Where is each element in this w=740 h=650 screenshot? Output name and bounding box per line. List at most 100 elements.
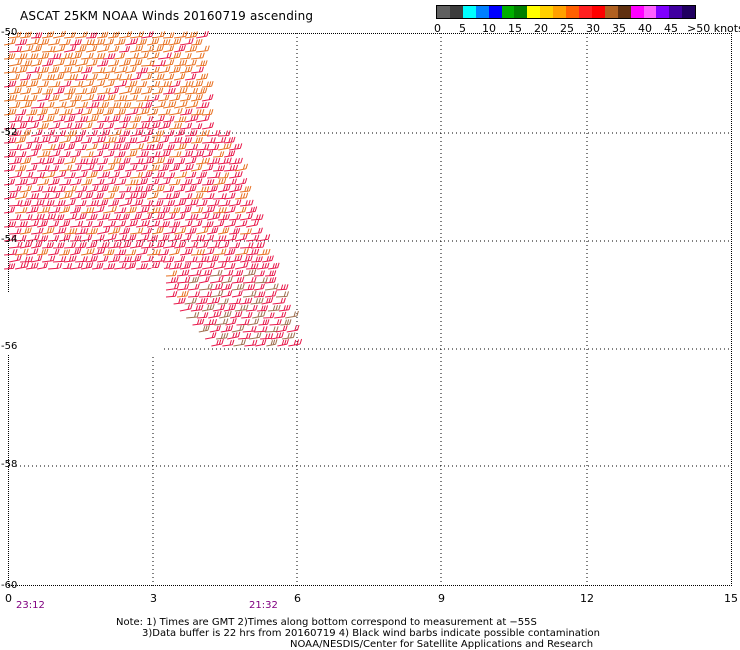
wind-barb (240, 199, 254, 207)
wind-barb (20, 142, 33, 151)
wind-barb (15, 65, 28, 74)
wind-barb (213, 235, 227, 242)
wind-barb (136, 107, 150, 116)
wind-barb (114, 249, 127, 256)
wind-barb (185, 198, 199, 207)
wind-barb (15, 178, 28, 186)
wind-barb (223, 304, 237, 312)
wind-barb (247, 318, 260, 326)
longitude-label: 15 (724, 592, 738, 605)
longitude-label: 6 (294, 592, 301, 605)
wind-barb (158, 206, 171, 214)
wind-barb (130, 185, 144, 193)
wind-barb (163, 212, 176, 221)
wind-barb (59, 66, 73, 74)
wind-barb (141, 185, 153, 193)
wind-barb (158, 164, 170, 172)
wind-barb (218, 130, 231, 137)
wind-barb (92, 136, 106, 144)
wind-barb (20, 60, 33, 67)
wind-barb (207, 144, 220, 151)
wind-barb (220, 325, 234, 333)
wind-barb (218, 227, 230, 235)
wind-barb (136, 247, 149, 256)
wind-barb (235, 233, 248, 242)
wind-barb (202, 193, 215, 200)
wind-barb (81, 52, 94, 60)
legend-color-segment (527, 6, 541, 18)
wind-barb (20, 240, 33, 249)
wind-barb (103, 53, 116, 60)
wind-barb (152, 255, 166, 263)
wind-barb (147, 220, 161, 228)
wind-barb (130, 227, 144, 235)
wind-barb (152, 200, 164, 207)
wind-barb (70, 122, 83, 130)
wind-barb (253, 270, 265, 277)
wind-barb (191, 80, 204, 88)
wind-barb (136, 206, 150, 214)
wind-barb (136, 234, 150, 242)
wind-barb (196, 212, 210, 221)
wind-barb (37, 165, 50, 172)
wind-barb (242, 290, 257, 298)
wind-barb (251, 256, 263, 263)
wind-barb (180, 66, 193, 74)
wind-barb (86, 157, 99, 165)
wind-barb (37, 193, 50, 200)
wind-barb (15, 122, 28, 130)
wind-barb (147, 108, 159, 116)
wind-barb (282, 332, 296, 340)
wind-barb (242, 276, 257, 284)
wind-barb (20, 100, 33, 109)
wind-barb (53, 227, 67, 235)
wind-barb (174, 198, 187, 207)
wind-barb (103, 263, 116, 270)
wind-barb (114, 52, 126, 60)
wind-barb (48, 235, 60, 242)
wind-barb (158, 121, 171, 130)
wind-barb (26, 53, 39, 60)
wind-barb (207, 171, 221, 179)
wind-barb (42, 157, 55, 165)
wind-barb (174, 157, 186, 165)
wind-barb (173, 297, 186, 305)
wind-barb (225, 318, 237, 326)
wind-barb (246, 219, 260, 228)
wind-barb (103, 94, 116, 102)
wind-barb (9, 254, 22, 263)
legend-color-segment (643, 6, 657, 18)
wind-barb (191, 234, 206, 242)
wind-barb (70, 95, 83, 102)
wind-barb (64, 213, 78, 221)
wind-barb (147, 151, 161, 158)
wind-barb (108, 129, 122, 137)
wind-barb (64, 156, 77, 165)
wind-barb (31, 185, 44, 193)
wind-barb (75, 88, 88, 95)
wind-barb (119, 46, 131, 53)
wind-barb (152, 100, 166, 109)
wind-barb (147, 192, 159, 200)
wind-barb (125, 65, 137, 74)
wind-barb (92, 79, 106, 88)
wind-barb (37, 108, 48, 116)
wind-barb (119, 31, 132, 39)
wind-barb (125, 94, 139, 102)
wind-barb (263, 312, 275, 319)
wind-barb (202, 179, 215, 186)
wind-barb (176, 276, 191, 284)
wind-barb (20, 171, 34, 179)
wind-barb (136, 164, 148, 172)
wind-barb (81, 66, 93, 74)
wind-barb (147, 37, 160, 46)
wind-barb (125, 164, 138, 172)
wind-barb (185, 87, 199, 95)
wind-barb (9, 144, 22, 151)
wind-barb (216, 332, 229, 340)
wind-barb (271, 331, 284, 340)
wind-barb (224, 192, 236, 200)
wind-barb (207, 212, 221, 221)
wind-barb (108, 31, 120, 39)
wind-barb (114, 220, 127, 228)
